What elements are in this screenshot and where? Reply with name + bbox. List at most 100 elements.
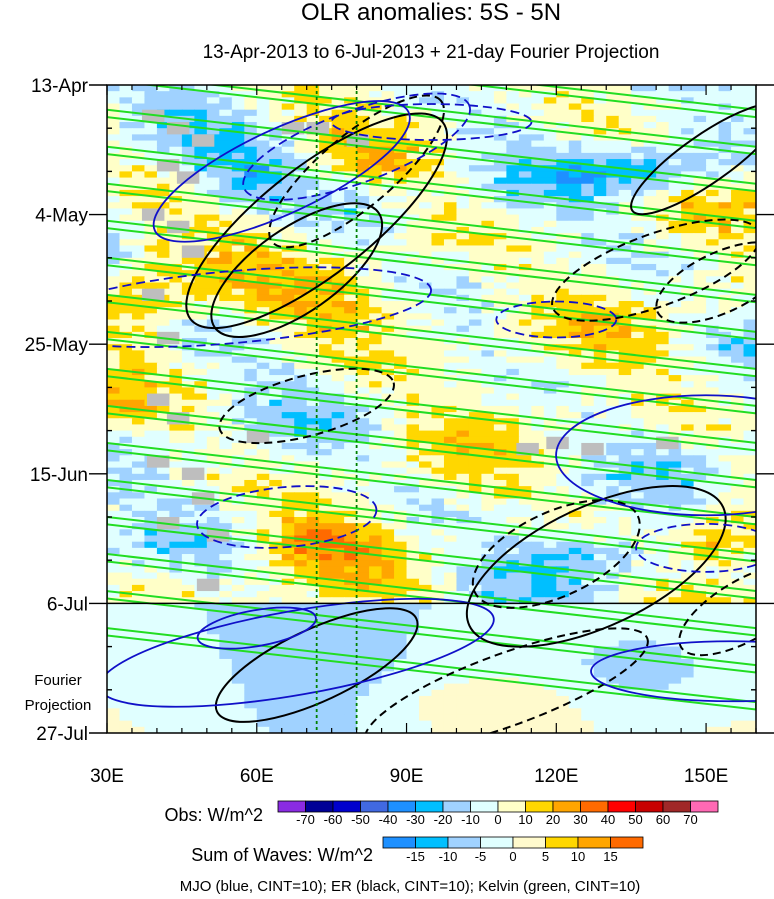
heat-cell [156,313,170,321]
heat-cell [606,387,620,395]
heat-cell [256,640,270,648]
heat-cell [581,165,595,172]
heat-cell [281,140,295,148]
heat-cell [456,134,470,142]
heat-cell [581,658,595,666]
heat-cell [131,251,146,259]
heat-cell [131,578,146,586]
heat-cell [406,257,420,265]
heat-cell [593,603,607,611]
heat-cell [506,214,520,222]
heat-cell [107,226,121,234]
heat-cell [256,591,270,598]
heat-cell [156,381,170,388]
heat-cell [518,381,532,388]
heat-cell [206,263,220,271]
heat-cell [468,634,483,642]
heat-cell [556,430,570,438]
heat-cell [593,387,607,395]
heat-cell [306,430,320,438]
heat-cell [419,510,433,518]
heat-cell [331,122,345,129]
heat-cell [593,498,607,506]
heat-cell [456,578,470,586]
heat-cell [319,202,333,210]
heat-cell [631,270,645,277]
chart-title: OLR anomalies: 5S - 5N [301,0,561,26]
heat-cell [406,486,420,493]
heat-cell [369,220,383,228]
heat-cell [344,424,358,432]
heat-cell [344,418,358,426]
heat-cell [194,529,208,537]
heat-cell [169,171,183,179]
heat-cell [743,122,756,129]
heat-cell [518,461,532,469]
heat-cell [543,263,557,271]
heat-cell [518,288,532,296]
heat-cell [581,202,595,210]
heat-cell [693,189,707,197]
heat-cell [381,140,395,148]
heat-cell [618,146,632,154]
heat-cell [568,134,582,142]
heat-cell [244,541,258,549]
heat-cell [593,634,607,642]
heat-cell [443,97,458,105]
heat-cell [668,146,682,154]
heat-cell [568,597,582,604]
heat-cell [107,103,121,111]
heat-cell [706,578,720,586]
heat-cell [269,535,283,543]
heat-cell [481,91,495,98]
heat-cell [356,387,370,395]
heat-cell [531,270,545,277]
heat-cell [606,547,620,555]
heat-cell [319,85,333,92]
heat-cell [256,418,270,426]
heat-cell [481,307,495,314]
heat-cell [693,263,707,271]
heat-cell [506,245,520,253]
heat-cell [331,128,345,135]
heat-cell [631,245,645,253]
heat-cell [131,208,146,216]
heat-cell [369,325,383,333]
heat-cell [631,621,645,629]
heat-cell [194,399,208,407]
heat-cell [331,523,345,530]
heat-cell [631,467,645,475]
heat-cell [206,208,220,216]
heat-cell [493,467,507,475]
heat-cell [506,331,520,339]
heat-cell [631,313,645,321]
heat-cell [531,338,545,345]
heat-cell [668,344,682,351]
heat-cell [568,338,582,345]
heat-cell [506,97,520,105]
heat-cell [593,313,607,321]
heat-cell [581,597,595,604]
heat-cell [406,294,420,302]
heat-cell [681,165,695,172]
heat-cell [131,325,146,333]
heat-cell [119,609,133,617]
heat-cell [581,152,595,160]
heat-cell [381,91,395,98]
heat-cell [294,393,308,401]
heat-cell [144,578,158,586]
heat-cell [643,115,657,123]
heat-cell [294,634,308,642]
heat-cell [718,387,732,395]
heat-cell [181,97,195,105]
heat-cell [618,621,632,629]
heat-cell [169,554,183,561]
heat-cell [543,584,557,592]
heat-cell [518,517,532,524]
heat-cell [269,233,283,240]
heat-cell [518,658,532,666]
heat-cell [606,177,620,185]
heat-cell [556,301,570,308]
heat-cell [431,671,445,679]
heat-cell [406,652,420,660]
